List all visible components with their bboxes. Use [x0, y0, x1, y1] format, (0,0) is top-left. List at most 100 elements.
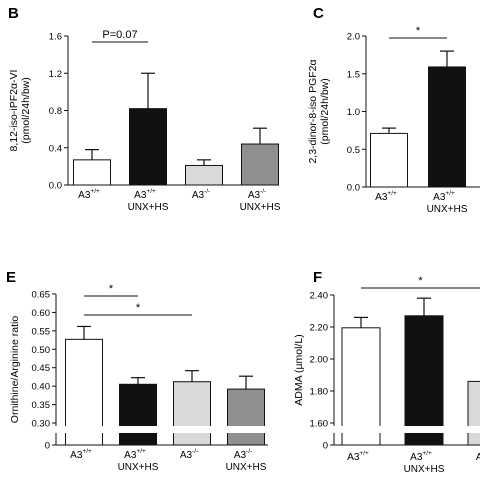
y-axis-label-line: 8,12-iso-iPF2α-VI [8, 70, 20, 152]
category-main: A3 [78, 190, 91, 201]
category-main: A3 [410, 452, 423, 463]
x-category-label: A3+/+ [78, 188, 100, 201]
x-category-label: A3+/+ [433, 190, 455, 203]
category-superscript: +/+ [422, 450, 432, 457]
y-tick-label: 0.35 [32, 400, 51, 411]
y-tick-label: 1.80 [310, 387, 329, 398]
axis-break-gap [341, 426, 381, 433]
y-tick-label: 0.45 [32, 363, 51, 374]
x-category-sublabel: UNX+HS [427, 204, 468, 215]
axis-break-gap [118, 426, 158, 433]
y-axis-label-line: (pmol/24h/bw) [20, 77, 32, 144]
y-tick-label-zero: 0 [45, 441, 50, 452]
category-main: A3 [234, 450, 247, 461]
y-tick-label: 0.5 [347, 145, 360, 156]
y-axis-label: 8,12-iso-iPF2α-VI (pmol/24h/bw) [8, 70, 32, 152]
x-category-label: A3-/- [234, 448, 252, 461]
panel-b-chart: B 0.0 0.4 0.8 1.2 1.6 8,12-iso-iPF2α-VI (pmol/2… [8, 5, 281, 213]
y-tick-label: 1.60 [310, 419, 329, 430]
y-tick-label: 2.20 [310, 323, 329, 334]
x-category-label: A3+/+ [70, 448, 92, 461]
significance-label: * [136, 302, 141, 314]
y-axis-label: Ornithine/Arginine ratio [9, 316, 21, 424]
y-axis-label: 2,3-dinor-8-iso PGF2α (pmol/24h/bw) [307, 59, 331, 163]
category-main: A3 [70, 450, 83, 461]
bar [241, 143, 279, 186]
x-category-label: A3-/- [180, 448, 198, 461]
bar [370, 132, 408, 188]
y-tick-label: 0.40 [32, 382, 51, 393]
category-main: A3 [124, 450, 137, 461]
bar [227, 388, 265, 446]
y-tick-label: 0.60 [32, 308, 51, 319]
y-tick-label: 1.0 [347, 107, 360, 118]
category-superscript: -/- [260, 188, 266, 195]
y-tick-label: 2.40 [310, 291, 329, 302]
category-superscript: +/+ [136, 448, 146, 455]
significance-label: * [416, 25, 421, 37]
x-category-sublabel: UNX+HS [404, 464, 445, 475]
x-category-label: A3+/+ [410, 450, 432, 463]
x-category-label: A3+/+ [375, 190, 397, 203]
x-category-label: A3+/+ [347, 450, 369, 463]
panel-letter: F [313, 269, 322, 286]
bar [73, 159, 111, 186]
y-axis-label-line: ADMA (µmol/L) [293, 334, 305, 405]
category-superscript: +/+ [359, 450, 369, 457]
bar [173, 381, 211, 446]
category-main: A3 [375, 192, 388, 203]
bar [129, 108, 167, 186]
significance-label: * [109, 283, 114, 295]
category-main: A3 [248, 190, 261, 201]
x-category-sublabel: UNX+HS [118, 462, 159, 473]
y-tick-label: 1.5 [347, 69, 360, 80]
category-superscript: +/+ [445, 190, 455, 197]
category-main: A3 [180, 450, 193, 461]
x-category-label: A3-/ [476, 450, 480, 463]
axis-break-gap [226, 426, 266, 433]
y-tick-label: 0.30 [32, 419, 51, 430]
category-superscript: +/+ [82, 448, 92, 455]
axis-break-gap [172, 426, 212, 433]
panel-letter: C [313, 5, 324, 22]
category-main: A3 [134, 190, 147, 201]
y-tick-label: 0.55 [32, 326, 51, 337]
y-axis-label-line: (pmol/24h/bw) [319, 78, 331, 145]
category-superscript: -/- [246, 448, 252, 455]
y-tick-label: 1.6 [49, 32, 62, 43]
panel-letter: E [6, 269, 16, 286]
category-main: A3 [347, 452, 360, 463]
category-superscript: -/- [204, 188, 210, 195]
bar [404, 315, 444, 446]
y-tick-label: 0.8 [49, 106, 62, 117]
y-tick-label: 0.0 [49, 181, 62, 192]
y-tick-label: 2.0 [347, 32, 360, 43]
panel-c-chart: C 0.0 0.5 1.0 1.5 2.0 2,3-dinor-8-iso PGF2α (pm… [307, 5, 480, 215]
panel-e-chart: E 0.30 0.35 0.40 0.45 0.50 0.55 0.60 0.65 0 Ornith… [6, 269, 268, 473]
x-category-sublabel: UNX+HS [128, 202, 169, 213]
x-category-label: A3+/+ [134, 188, 156, 201]
y-tick-label: 0.65 [32, 290, 51, 301]
y-axis-label: ADMA (µmol/L) [293, 334, 305, 405]
y-tick-label: 0.4 [49, 143, 62, 154]
category-main: A3 [192, 190, 205, 201]
y-tick-label: 2.00 [310, 355, 329, 366]
axis-break-gap [64, 426, 104, 433]
y-axis-label-line: Ornithine/Arginine ratio [9, 316, 21, 424]
axis-break-gap [467, 426, 480, 433]
category-superscript: -/- [192, 448, 198, 455]
category-main: A3 [433, 192, 446, 203]
x-category-label: A3-/- [192, 188, 210, 201]
category-superscript: +/+ [146, 188, 156, 195]
bar [467, 380, 480, 446]
x-category-label: A3+/+ [124, 448, 146, 461]
panel-letter: B [8, 5, 19, 22]
y-tick-label: 0.0 [347, 183, 360, 194]
y-axis-label-line: 2,3-dinor-8-iso PGF2α [307, 59, 319, 163]
bar [119, 383, 157, 446]
bar [185, 164, 223, 186]
significance-label: P=0.07 [102, 29, 137, 41]
axis-break-gap [404, 426, 444, 433]
